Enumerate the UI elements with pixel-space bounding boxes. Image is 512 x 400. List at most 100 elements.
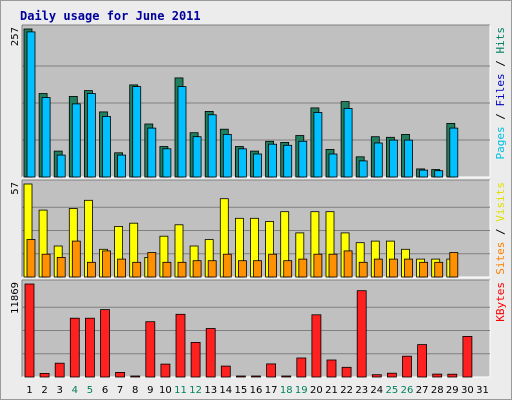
bar-sites-27 xyxy=(419,261,429,278)
bar-kbytes-7 xyxy=(115,371,125,378)
legend-entry: / xyxy=(494,107,507,127)
bar-kbytes-5 xyxy=(85,317,95,378)
legend-entry: KBytes xyxy=(494,282,507,322)
bar-kbytes-2 xyxy=(39,372,50,378)
bar-files-1 xyxy=(26,31,36,178)
bar-files-26 xyxy=(404,139,413,178)
bar-kbytes-20 xyxy=(311,314,322,378)
x-tick-label: 16 xyxy=(250,385,263,396)
bar-files-18 xyxy=(283,144,293,178)
series-sites xyxy=(26,239,459,278)
chart-title: Daily usage for June 2011 xyxy=(20,9,201,23)
bar-files-29 xyxy=(449,127,459,178)
y-max-label: 11869 xyxy=(10,282,21,314)
bar-sites-16 xyxy=(253,260,262,278)
bar-kbytes-28 xyxy=(432,373,443,378)
bar-files-13 xyxy=(207,114,217,178)
bar-files-20 xyxy=(313,112,323,178)
bar-sites-17 xyxy=(268,253,278,278)
x-tick-label: 17 xyxy=(265,385,278,396)
legend-entry: Pages xyxy=(494,126,507,159)
series-files xyxy=(26,31,459,178)
plot-area xyxy=(22,280,490,377)
x-tick-label: 24 xyxy=(370,385,383,396)
bar-files-23 xyxy=(358,160,368,178)
bar-kbytes-21 xyxy=(326,359,337,378)
series-kbytes xyxy=(24,283,473,378)
bar-files-17 xyxy=(268,143,278,178)
bar-kbytes-17 xyxy=(266,363,277,378)
x-tick-label: 14 xyxy=(219,385,232,396)
bar-kbytes-27 xyxy=(417,344,428,378)
bar-kbytes-4 xyxy=(69,317,80,378)
x-tick-label: 27 xyxy=(416,385,429,396)
bar-sites-7 xyxy=(117,258,126,278)
bar-files-3 xyxy=(56,154,66,178)
x-tick-label: 20 xyxy=(310,385,323,396)
bar-kbytes-11 xyxy=(175,313,186,378)
bar-files-11 xyxy=(177,86,187,178)
bar-files-9 xyxy=(147,127,157,178)
series-visits xyxy=(23,183,456,278)
x-tick-label: 25 xyxy=(386,385,399,396)
bar-sites-9 xyxy=(147,252,157,278)
panel-pages_files_hits: 257 Pages / Files / Hits xyxy=(10,24,507,178)
bar-sites-1 xyxy=(26,239,36,278)
bar-kbytes-19 xyxy=(296,357,307,378)
chart-panels: 257 Pages / Files / Hits 57 Sites / Visits 1… xyxy=(10,24,507,378)
bar-kbytes-26 xyxy=(402,355,412,378)
bar-files-8 xyxy=(132,86,142,178)
bar-sites-24 xyxy=(373,258,383,278)
bar-sites-5 xyxy=(87,261,96,278)
y-max-label: 57 xyxy=(10,182,21,195)
bar-files-6 xyxy=(102,116,111,178)
panel-kbytes: 11869 KBytes xyxy=(10,279,507,378)
x-tick-label: 11 xyxy=(174,385,187,396)
bar-files-4 xyxy=(71,103,81,178)
panel-legend: Sites / Visits xyxy=(494,182,507,275)
bar-sites-13 xyxy=(207,260,217,278)
x-tick-label: 7 xyxy=(117,385,123,396)
legend-entry: Files xyxy=(494,73,507,106)
bar-sites-10 xyxy=(162,261,172,278)
bar-files-12 xyxy=(192,136,202,178)
bar-kbytes-13 xyxy=(205,328,216,378)
y-max-label: 257 xyxy=(10,27,21,46)
bar-files-28 xyxy=(434,170,444,178)
panel-legend: Pages / Files / Hits xyxy=(494,27,507,160)
bar-files-7 xyxy=(117,154,126,178)
bar-sites-6 xyxy=(102,250,111,278)
x-tick-label: 9 xyxy=(147,385,153,396)
bar-kbytes-1 xyxy=(24,283,35,378)
bar-files-14 xyxy=(222,133,232,178)
bar-kbytes-24 xyxy=(371,374,382,378)
x-tick-label: 28 xyxy=(431,385,444,396)
x-tick-label: 8 xyxy=(132,385,138,396)
bar-files-16 xyxy=(253,153,262,178)
bar-kbytes-16 xyxy=(251,375,261,378)
panel-legend: KBytes xyxy=(494,282,507,322)
bar-sites-21 xyxy=(328,253,338,278)
x-tick-label: 15 xyxy=(235,385,248,396)
x-tick-label: 30 xyxy=(461,385,474,396)
bar-sites-28 xyxy=(434,261,444,278)
x-tick-label: 31 xyxy=(476,385,489,396)
bar-kbytes-3 xyxy=(54,362,65,378)
bar-sites-29 xyxy=(449,252,459,278)
x-tick-label: 4 xyxy=(72,385,78,396)
legend-entry: Hits xyxy=(494,27,507,54)
bar-kbytes-14 xyxy=(220,365,231,378)
bar-sites-26 xyxy=(404,258,413,278)
bar-files-25 xyxy=(388,139,398,178)
x-tick-label: 3 xyxy=(57,385,63,396)
legend-entry: Sites xyxy=(494,242,507,275)
x-tick-label: 5 xyxy=(87,385,93,396)
x-tick-label: 2 xyxy=(41,385,47,396)
x-tick-label: 19 xyxy=(295,385,308,396)
x-tick-label: 10 xyxy=(159,385,172,396)
bar-files-21 xyxy=(328,153,338,178)
legend-entry: / xyxy=(494,222,507,242)
bar-kbytes-22 xyxy=(341,366,352,378)
bar-files-10 xyxy=(162,148,172,178)
